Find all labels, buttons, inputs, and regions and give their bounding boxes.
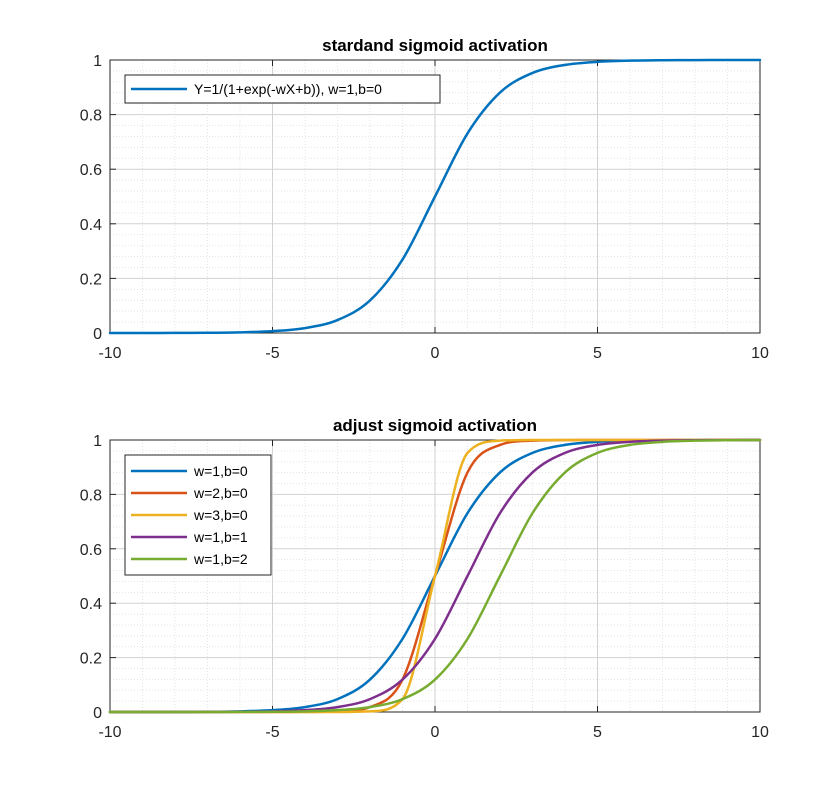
x-tick-label: 10 xyxy=(751,724,769,741)
chart-2: -10 -5 0 5 10 0 0.2 0.4 0.6 0.8 1 adjust sigmoid ac… xyxy=(80,416,769,741)
x-tick-label: -10 xyxy=(98,724,121,741)
legend-label-3: w=3,b=0 xyxy=(193,507,248,523)
y-tick-label: 0.4 xyxy=(80,596,102,613)
x-tick-label: -5 xyxy=(265,345,279,362)
legend: Y=1/(1+exp(-wX+b)), w=1,b=0 xyxy=(124,74,441,104)
y-tick-label: 0.6 xyxy=(80,542,102,559)
y-tick-label: 1 xyxy=(93,53,102,70)
x-tick-label: 5 xyxy=(593,345,602,362)
x-tick-label: 5 xyxy=(593,724,602,741)
legend: w=1,b=0 w=2,b=0 w=3,b=0 w=1,b=1 w=1,b=2 xyxy=(124,454,272,576)
legend-label-5: w=1,b=2 xyxy=(193,551,248,567)
chart-1: -10 -5 0 5 10 0 0.2 0.4 0.6 0.8 1 stardand sigmoid … xyxy=(80,36,769,362)
series-line-5 xyxy=(108,438,762,714)
y-tick-label: 1 xyxy=(93,433,102,450)
y-tick-label: 0 xyxy=(93,326,102,343)
x-tick-label: -10 xyxy=(98,345,121,362)
y-tick-label: 0.8 xyxy=(80,108,102,125)
x-tick-label: 0 xyxy=(431,724,440,741)
legend-label-4: w=1,b=1 xyxy=(193,529,248,545)
x-tick-label: 0 xyxy=(431,345,440,362)
legend-label-1: w=1,b=0 xyxy=(193,463,248,479)
y-tick-label: 0.4 xyxy=(80,217,102,234)
y-tick-label: 0.2 xyxy=(80,271,102,288)
chart-title: stardand sigmoid activation xyxy=(322,36,548,55)
series-line-1 xyxy=(108,58,762,335)
y-tick-label: 0.8 xyxy=(80,487,102,504)
chart-title: adjust sigmoid activation xyxy=(333,416,537,435)
x-tick-label: 10 xyxy=(751,345,769,362)
legend-label-1: Y=1/(1+exp(-wX+b)), w=1,b=0 xyxy=(194,81,382,97)
x-tick-label: -5 xyxy=(265,724,279,741)
y-tick-label: 0.6 xyxy=(80,162,102,179)
y-tick-label: 0.2 xyxy=(80,651,102,668)
y-tick-label: 0 xyxy=(93,705,102,722)
legend-label-2: w=2,b=0 xyxy=(193,485,248,501)
